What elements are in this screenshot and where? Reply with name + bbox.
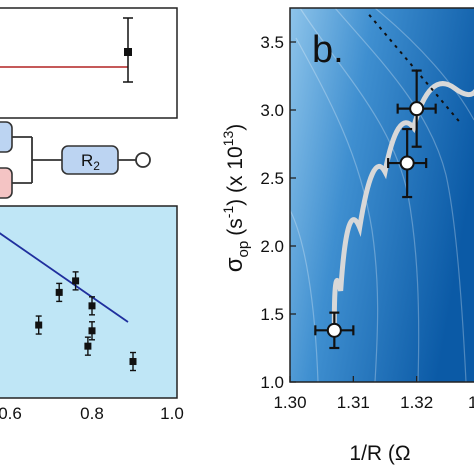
data-points (314, 69, 437, 350)
bottom-plot-points (35, 271, 137, 372)
y-label-sub: op (235, 241, 252, 258)
left-point-4 (72, 271, 80, 291)
x-tick-label-3: 1 (468, 393, 474, 412)
circuit-diagram: R2 (0, 121, 151, 199)
y-label-units: (s (224, 218, 247, 236)
y-axis-ticks: 1.0 1.5 2.0 2.5 3.0 3.5 (260, 33, 296, 392)
data-point-0 (314, 311, 355, 350)
left-point-3 (55, 282, 63, 303)
circuit-block-lower (0, 167, 13, 199)
left-point-5 (88, 296, 96, 316)
right-panel: b. 1.0 1.5 2.0 2.5 3.0 3.5 1.30 1.31 1.32 1 σop (… (220, 7, 474, 465)
y-label-scale: ) (x 10 (224, 146, 247, 206)
y-tick-label-4: 3.0 (260, 101, 284, 120)
contour-line-4 (289, 209, 319, 383)
guide-curve (331, 81, 474, 325)
circuit-terminal (135, 152, 151, 168)
data-point-2 (396, 69, 437, 148)
bottom-x-tick-2: 1.0 (160, 404, 184, 423)
bottom-x-tick-0: 0.6 (0, 404, 22, 423)
plot-frame (289, 7, 474, 383)
bottom-plot-fit-line (0, 232, 129, 323)
x-axis-ticks: 1.30 1.31 1.32 1 (273, 376, 474, 412)
y-label-close: ) (224, 124, 247, 131)
bottom-x-tick-1: 0.8 (80, 404, 104, 423)
top-plot-point (124, 48, 132, 56)
data-point-marker (409, 101, 425, 117)
left-point-marker (88, 327, 96, 335)
x-tick-label-0: 1.30 (273, 393, 306, 412)
y-label-scale-exp: 13 (220, 131, 236, 147)
left-point-marker (129, 358, 137, 366)
y-tick-label-0: 1.0 (260, 373, 284, 392)
left-point-marker (84, 342, 92, 350)
left-point-marker (72, 277, 80, 285)
circuit-block-upper (0, 121, 13, 153)
y-label-exp: -1 (220, 206, 236, 219)
y-label-sigma: σ (221, 257, 248, 272)
left-point-marker (88, 302, 96, 310)
y-tick-label-3: 2.5 (260, 169, 284, 188)
x-axis-label: 1/R (Ω (349, 442, 410, 465)
contour-line-2 (334, 7, 467, 383)
left-point-marker (55, 288, 63, 296)
data-point-marker (326, 322, 342, 338)
contour-line-3 (374, 7, 474, 121)
data-point-marker (399, 155, 415, 171)
data-point-1 (387, 127, 428, 199)
x-tick-label-1: 1.31 (337, 393, 370, 412)
left-point-2 (35, 315, 43, 335)
left-point-marker (35, 321, 43, 329)
plot-background (290, 8, 474, 382)
y-axis-label: σop (s-1) (x 1013) (220, 124, 252, 273)
x-tick-label-2: 1.32 (400, 393, 433, 412)
panel-label: b. (312, 29, 344, 71)
left-point-8 (129, 351, 137, 372)
y-tick-label-5: 3.5 (260, 33, 284, 52)
left-point-7 (84, 336, 92, 356)
bottom-plot-frame (0, 205, 178, 399)
left-point-6 (88, 321, 96, 341)
bottom-plot-x-ticks: 0.6 0.8 1.0 (0, 404, 184, 423)
y-tick-label-2: 2.0 (260, 237, 284, 256)
left-panel: R2 0.6 0.8 1.0 (0, 7, 184, 423)
resistor-r2-label: R2 (81, 151, 100, 173)
top-plot-frame (0, 7, 178, 119)
contour-line-0 (295, 37, 379, 383)
y-tick-label-1: 1.5 (260, 305, 284, 324)
